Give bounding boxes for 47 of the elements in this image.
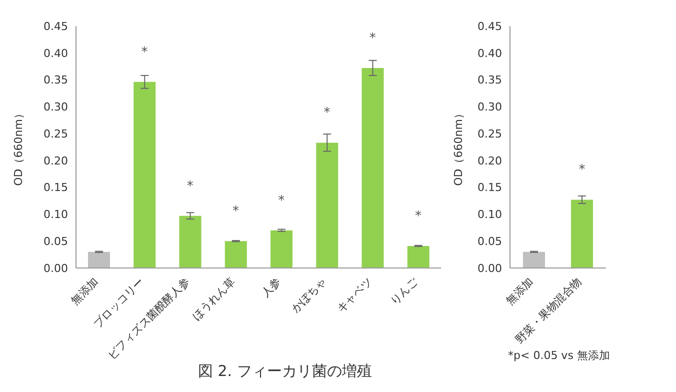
annotation: * bbox=[369, 30, 376, 46]
y-axis-title: OD（660nm） bbox=[12, 108, 25, 186]
y-tick-label: 0.05 bbox=[478, 235, 502, 248]
y-tick-label: 0.45 bbox=[478, 20, 502, 33]
x-tick-label: ほうれん草 bbox=[190, 274, 238, 324]
x-tick-label: 人参 bbox=[258, 274, 284, 300]
text: *p< 0.05 vs 無添加 bbox=[508, 348, 610, 363]
x-tick-label: 無添加 bbox=[68, 274, 101, 308]
x-tick-label: りんご bbox=[388, 274, 422, 308]
annotation: * bbox=[232, 204, 240, 220]
x-tick-label: かぼちゃ bbox=[288, 274, 330, 316]
y-tick-label: 0.20 bbox=[478, 154, 502, 168]
annotation: * bbox=[278, 193, 286, 208]
bar bbox=[88, 252, 110, 268]
y-tick-label: 0.05 bbox=[44, 235, 68, 248]
annotation: * bbox=[324, 106, 331, 121]
y-tick-label: 0.40 bbox=[478, 46, 502, 60]
y-tick-label: 0.20 bbox=[44, 154, 68, 168]
y-tick-label: 0.10 bbox=[44, 208, 68, 222]
y-tick-label: 0.30 bbox=[478, 100, 502, 114]
bar bbox=[316, 142, 338, 268]
y-tick-label: 0.10 bbox=[478, 208, 502, 222]
annotation: * bbox=[414, 208, 422, 224]
caption: 図 2. フィーカリ菌の増殖 bbox=[198, 362, 372, 381]
y-tick-label: 0.45 bbox=[44, 20, 68, 33]
y-tick-label: 0.00 bbox=[478, 262, 502, 275]
annotation: * bbox=[578, 162, 586, 178]
bar bbox=[224, 241, 247, 268]
y-tick-label: 0.15 bbox=[478, 181, 502, 194]
y-axis-title: OD（660nm） bbox=[452, 108, 465, 186]
y-tick-label: 0.25 bbox=[478, 127, 502, 140]
bar bbox=[179, 216, 202, 268]
y-tick-label: 0.35 bbox=[478, 74, 502, 87]
bar bbox=[362, 68, 384, 268]
annotation: * bbox=[141, 44, 148, 60]
y-tick-label: 0.15 bbox=[44, 181, 68, 194]
y-tick-label: 0.40 bbox=[44, 46, 68, 60]
y-tick-label: 0.25 bbox=[44, 127, 68, 140]
y-tick-label: 0.30 bbox=[44, 100, 68, 114]
y-tick-label: 0.00 bbox=[44, 262, 68, 275]
x-tick-label: キャベツ bbox=[334, 274, 375, 316]
bar bbox=[407, 246, 430, 268]
y-tick-label: 0.35 bbox=[44, 74, 68, 87]
annotation: * bbox=[186, 178, 194, 194]
bar bbox=[270, 230, 292, 268]
x-tick-label: 無添加 bbox=[504, 274, 536, 308]
bar bbox=[134, 82, 156, 268]
